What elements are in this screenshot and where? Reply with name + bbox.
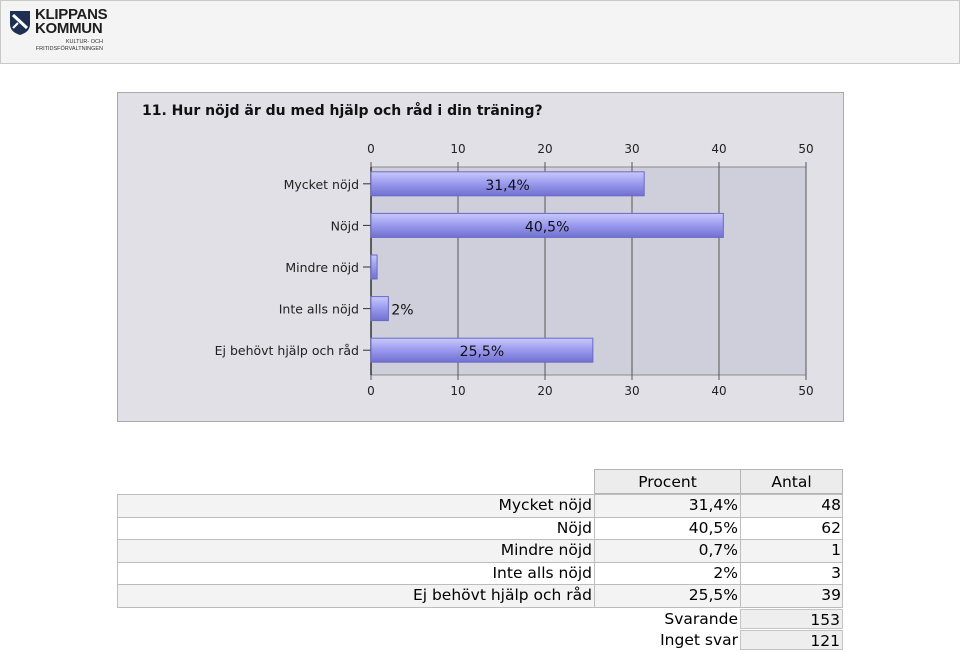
row-count: 48: [821, 496, 841, 514]
header-procent: Procent: [594, 469, 741, 494]
chart-title: 11. Hur nöjd är du med hjälp och råd i d…: [142, 103, 543, 119]
x-tick-label-top: 40: [711, 142, 726, 156]
bar: [370, 212, 724, 238]
x-tick-label-top: 0: [367, 142, 375, 156]
bar: [370, 337, 594, 363]
x-tick-label-bottom: 50: [798, 384, 813, 398]
x-tick-label-top: 30: [624, 142, 639, 156]
x-tick-label-top: 50: [798, 142, 813, 156]
row-percent: 2%: [713, 563, 738, 582]
logo-department: KULTUR- OCH FRITIDSFÖRVALTNINGEN: [35, 39, 103, 52]
row-count: 62: [821, 518, 841, 537]
row-label: Nöjd: [556, 518, 592, 537]
summary-value: 153: [740, 609, 843, 629]
y-tick-label: Inte alls nöjd: [279, 302, 359, 317]
x-tick-label-top: 20: [537, 142, 552, 156]
row-label: Mindre nöjd: [500, 541, 592, 560]
row-label: Inte alls nöjd: [492, 563, 592, 582]
summary-value: 121: [740, 630, 843, 650]
x-tick-label-top: 10: [450, 142, 465, 156]
row-percent: 40,5%: [688, 518, 738, 537]
row-count: 3: [831, 563, 841, 582]
x-tick-label-bottom: 30: [624, 384, 639, 398]
header-antal: Antal: [740, 469, 843, 494]
klippan-logo[interactable]: KLIPPANS KOMMUN KULTUR- OCH FRITIDSFÖRVA…: [9, 7, 119, 58]
x-tick-label-bottom: 40: [711, 384, 726, 398]
data-label: 2%: [391, 303, 413, 319]
data-label: 25,5%: [460, 344, 504, 360]
summary-label: Inget svar: [660, 631, 738, 649]
summary-label: Svarande: [664, 610, 738, 628]
x-tick-label-bottom: 10: [450, 384, 465, 398]
bar: [370, 171, 645, 197]
bar: [370, 296, 389, 322]
coat-of-arms-icon: [10, 11, 30, 35]
table-bottom-border: [117, 607, 843, 608]
x-tick-label-bottom: 0: [367, 384, 375, 398]
row-count: 1: [831, 541, 841, 560]
row-count: 39: [821, 586, 841, 605]
logo-name: KLIPPANS KOMMUN: [35, 6, 108, 37]
data-label: 31,4%: [485, 178, 529, 194]
row-percent: 0,7%: [698, 541, 738, 560]
row-label: Mycket nöjd: [498, 496, 592, 514]
row-label: Ej behövt hjälp och råd: [412, 586, 592, 605]
y-tick-label: Ej behövt hjälp och råd: [215, 343, 359, 358]
x-tick-label-bottom: 20: [537, 384, 552, 398]
data-label: 40,5%: [525, 219, 569, 235]
y-tick-label: Mindre nöjd: [285, 260, 359, 275]
y-tick-label: Mycket nöjd: [284, 177, 359, 192]
row-percent: 25,5%: [688, 586, 738, 605]
row-percent: 31,4%: [688, 496, 738, 514]
bar: [370, 254, 378, 280]
bar-chart: 0 0 10 10 20 20 30 30 40 40 50 50 Mycket nöjd 31,4% Nö…: [215, 142, 814, 398]
page-header: KLIPPANS KOMMUN KULTUR- OCH FRITIDSFÖRVA…: [0, 0, 960, 64]
chart-panel: 0 0 10 10 20 20 30 30 40 40 50 50 Mycket nöjd 31,4% Nö…: [117, 92, 844, 422]
y-tick-label: Nöjd: [331, 218, 359, 233]
